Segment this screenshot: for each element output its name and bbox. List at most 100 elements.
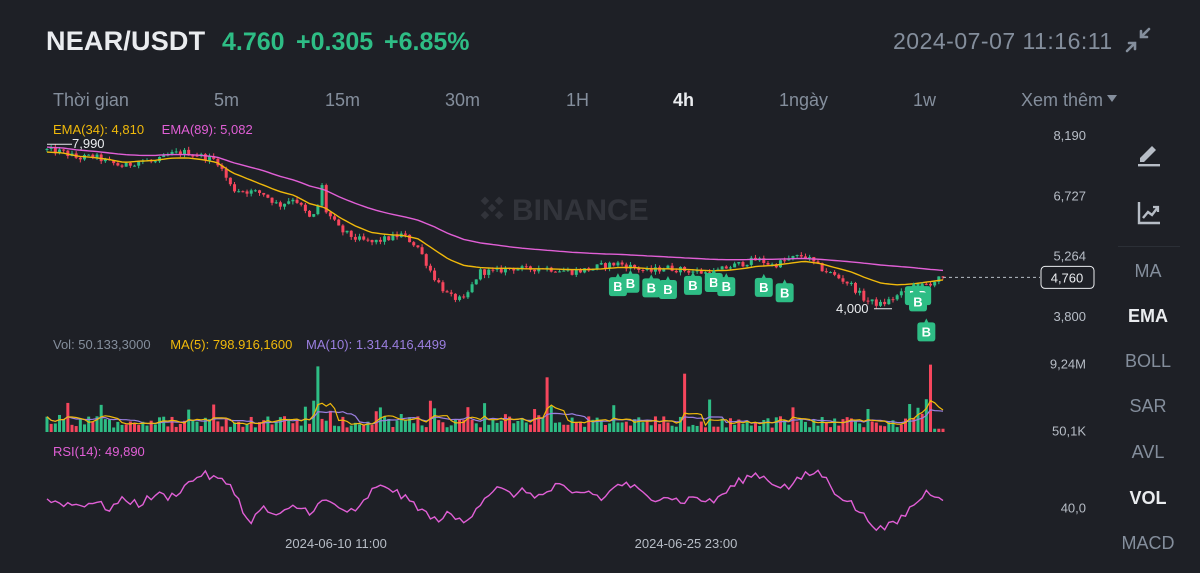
candle-body xyxy=(341,225,345,233)
volume-bar xyxy=(908,404,912,432)
tab-1day[interactable]: 1ngày xyxy=(779,90,829,110)
tab-1w[interactable]: 1w xyxy=(913,90,937,110)
chart-trend-icon[interactable] xyxy=(1134,198,1164,228)
volume-bar xyxy=(858,423,862,432)
buy-marker-badge xyxy=(775,279,794,303)
volume-bar xyxy=(841,419,845,432)
volume-bar xyxy=(345,427,349,432)
volume-bar xyxy=(728,418,732,432)
candle-body xyxy=(620,262,624,265)
volume-bar xyxy=(191,420,195,432)
volume-bar xyxy=(424,427,428,432)
volume-bar xyxy=(595,417,599,432)
indicator-avl[interactable]: AVL xyxy=(1131,442,1165,462)
ma5-legend: MA(5): 798.916,1600 xyxy=(170,337,292,352)
tab-4h[interactable]: 4h xyxy=(673,90,695,110)
candle-body xyxy=(491,269,495,271)
candle-body xyxy=(478,269,482,280)
candle-body xyxy=(512,267,516,271)
candle-body xyxy=(449,292,453,294)
buy-marker-label: B xyxy=(613,279,622,294)
candle-body xyxy=(783,260,787,262)
candle-body xyxy=(524,266,528,268)
volume-bar xyxy=(783,420,787,432)
volume-bar xyxy=(583,426,587,432)
candle-body xyxy=(762,258,766,264)
tab-1h[interactable]: 1H xyxy=(566,90,590,110)
draw-pen-icon[interactable] xyxy=(1134,138,1164,168)
tab-15m[interactable]: 15m xyxy=(325,90,361,110)
candle-body xyxy=(95,154,99,158)
candle-body xyxy=(437,280,441,283)
candle-body xyxy=(458,296,462,300)
indicator-ma[interactable]: MA xyxy=(1134,261,1162,281)
volume-bar xyxy=(170,416,174,432)
volume-bar xyxy=(899,424,903,432)
tab-time[interactable]: Thời gian xyxy=(53,90,129,110)
volume-bar xyxy=(399,414,403,432)
buy-marker: B xyxy=(683,271,702,295)
candle-body xyxy=(849,282,853,284)
tab-30m[interactable]: 30m xyxy=(445,90,481,110)
volume-bar xyxy=(462,420,466,432)
candle-body xyxy=(853,282,857,293)
price-axis-tick: 5,264 xyxy=(1053,249,1086,264)
volume-bar xyxy=(670,425,674,432)
buy-marker-label: B xyxy=(780,285,789,300)
candle-body xyxy=(228,177,232,185)
volume-bar xyxy=(516,420,520,432)
tab-more[interactable]: Xem thêm xyxy=(1021,90,1118,111)
indicator-sar[interactable]: SAR xyxy=(1129,396,1167,416)
time-axis-tick: 2024-06-25 23:00 xyxy=(635,536,738,551)
chart-area[interactable]: BINANCE EMA(34): 4,810 EMA(89): 5,082 Vo… xyxy=(0,118,1110,568)
volume-legend: Vol: 50.133,3000 MA(5): 798.916,1600 MA(… xyxy=(53,337,446,352)
indicator-boll[interactable]: BOLL xyxy=(1124,351,1172,371)
tab-5m[interactable]: 5m xyxy=(214,90,240,110)
candle-body xyxy=(62,149,66,151)
volume-bar xyxy=(653,416,657,432)
candle-body xyxy=(583,268,587,273)
volume-bar xyxy=(566,424,570,432)
candle-body xyxy=(816,261,820,264)
candle-body xyxy=(887,299,891,305)
volume-bar xyxy=(799,418,803,432)
candle-body xyxy=(633,264,637,268)
volume-bar xyxy=(195,421,199,432)
ema34-legend: EMA(34): 4,810 xyxy=(53,122,144,137)
volume-bar xyxy=(849,418,853,432)
candle-body xyxy=(741,262,745,267)
chart-canvas[interactable]: BINANCE EMA(34): 4,810 EMA(89): 5,082 Vo… xyxy=(0,118,1110,568)
candle-body xyxy=(933,281,937,286)
volume-bar xyxy=(328,410,332,432)
vol-legend: Vol: 50.133,3000 xyxy=(53,337,151,352)
volume-bar xyxy=(641,422,645,432)
candle-body xyxy=(595,264,599,269)
candle-body xyxy=(724,266,728,269)
candle-body xyxy=(799,255,803,257)
volume-bar xyxy=(737,419,741,432)
candle-body xyxy=(603,263,607,269)
volume-bar xyxy=(45,416,49,432)
candle-body xyxy=(462,296,466,298)
indicator-macd[interactable]: MACD xyxy=(1121,533,1175,553)
watermark-text: BINANCE xyxy=(512,194,649,227)
high-marker-label: 7,990 xyxy=(72,136,105,151)
volume-bar xyxy=(62,418,66,432)
indicator-vol[interactable]: VOL xyxy=(1129,488,1167,508)
rsi-legend: RSI(14): 49,890 xyxy=(53,444,145,459)
collapse-fullscreen-icon[interactable] xyxy=(1124,26,1152,54)
candle-body xyxy=(116,163,120,166)
indicator-ema[interactable]: EMA xyxy=(1128,306,1168,326)
volume-bar xyxy=(91,422,95,432)
pair-title[interactable]: NEAR/USDT xyxy=(46,26,206,56)
candle-body xyxy=(53,147,57,154)
candle-body xyxy=(891,299,895,301)
candle-body xyxy=(162,155,166,158)
volume-bar xyxy=(412,423,416,432)
candle-body xyxy=(316,205,320,215)
candle-body xyxy=(412,242,416,246)
buy-marker: B xyxy=(658,275,677,299)
volume-bar xyxy=(216,421,220,432)
volume-bar xyxy=(545,377,549,432)
